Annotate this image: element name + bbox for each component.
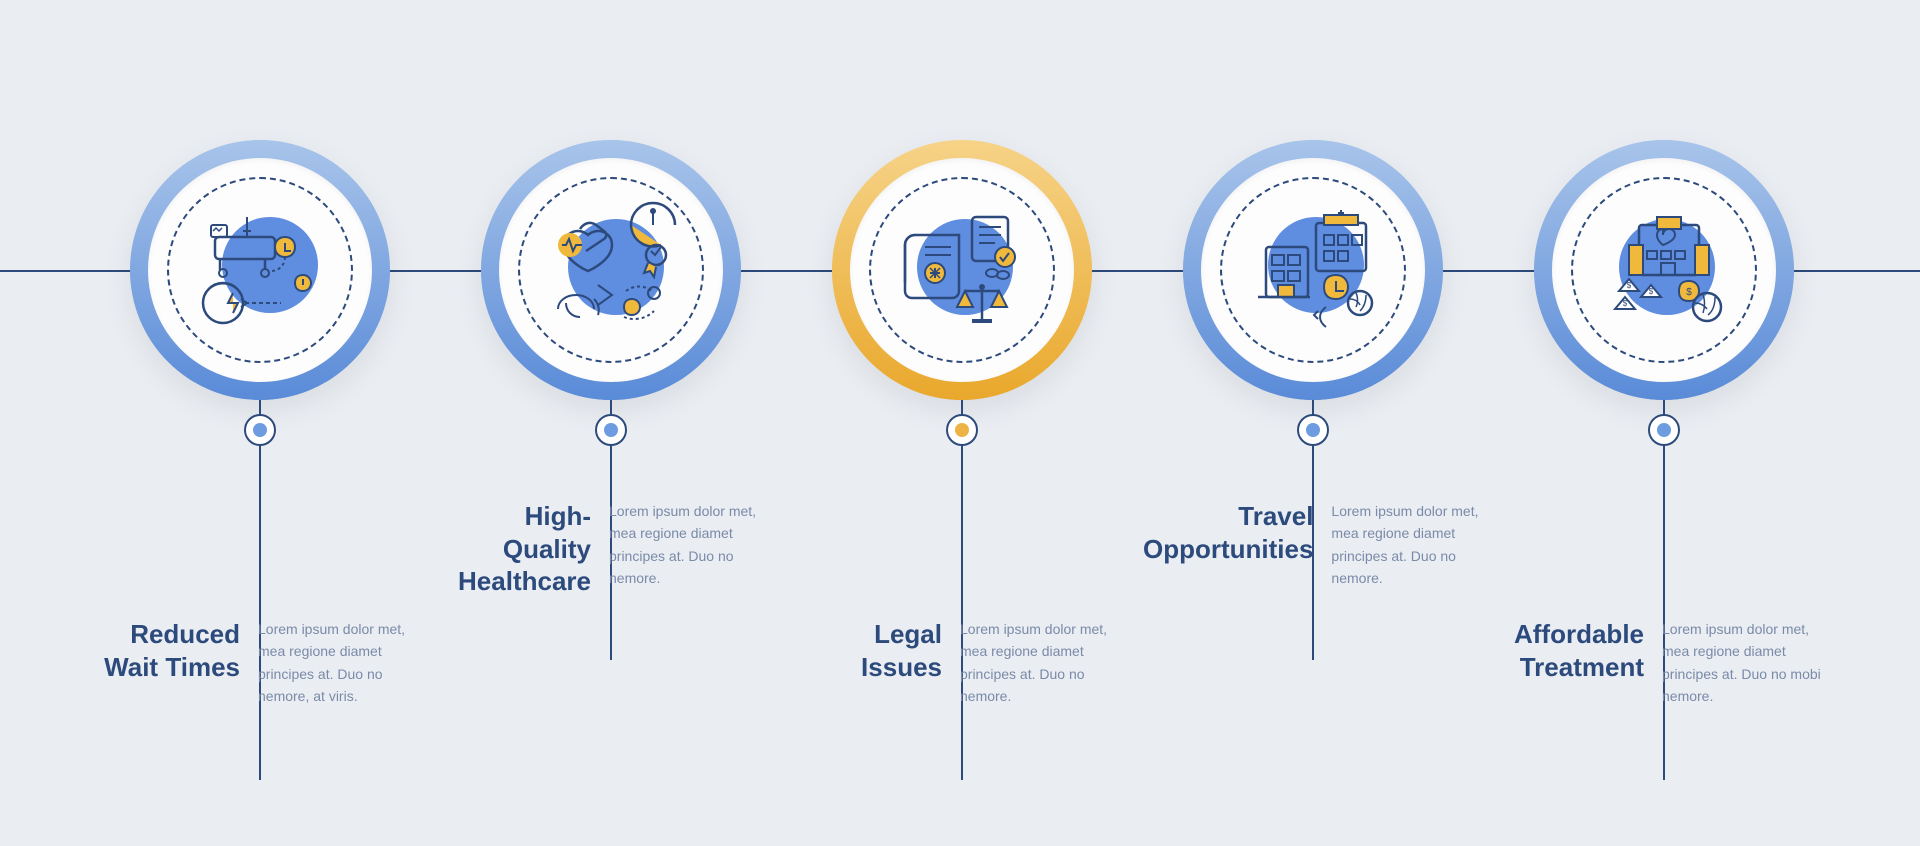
- svg-text:$: $: [1627, 281, 1632, 290]
- reduced-wait-times-icon: [185, 195, 335, 345]
- step-body: Lorem ipsum dolor met, mea regione diame…: [258, 618, 430, 708]
- step-circle: [832, 140, 1092, 400]
- step-title: High-Quality Healthcare: [441, 500, 591, 598]
- step-affordable-treatment: $ $ $ $: [1494, 140, 1834, 400]
- step-content: High-Quality Healthcare Lorem ipsum dolo…: [441, 500, 781, 598]
- legal-issues-icon: [887, 195, 1037, 345]
- step-content: Travel Opportunities Lorem ipsum dolor m…: [1143, 500, 1483, 590]
- step-body: Lorem ipsum dolor met, mea regione diame…: [1662, 618, 1834, 708]
- step-body: Lorem ipsum dolor met, mea regione diame…: [960, 618, 1132, 708]
- connector: [961, 400, 963, 780]
- step-title: Reduced Wait Times: [90, 618, 240, 683]
- step-reduced-wait-times: [90, 140, 430, 400]
- step-content: Legal Issues Lorem ipsum dolor met, mea …: [792, 618, 1132, 708]
- step-title: Affordable Treatment: [1494, 618, 1644, 683]
- step-circle: [130, 140, 390, 400]
- bullet: [1648, 414, 1680, 446]
- svg-text:$: $: [1686, 287, 1692, 298]
- step-legal-issues: [792, 140, 1132, 400]
- affordable-treatment-icon: $ $ $ $: [1589, 195, 1739, 345]
- connector: [259, 400, 261, 780]
- step-body: Lorem ipsum dolor met, mea regione diame…: [1331, 500, 1483, 590]
- bullet: [1297, 414, 1329, 446]
- svg-text:$: $: [1623, 299, 1628, 308]
- step-content: Affordable Treatment Lorem ipsum dolor m…: [1494, 618, 1834, 708]
- step-content: Reduced Wait Times Lorem ipsum dolor met…: [90, 618, 430, 708]
- bullet: [595, 414, 627, 446]
- step-circle: [481, 140, 741, 400]
- step-title: Travel Opportunities: [1143, 500, 1313, 565]
- svg-text:$: $: [1649, 287, 1654, 296]
- bullet: [244, 414, 276, 446]
- step-circle: [1183, 140, 1443, 400]
- step-body: Lorem ipsum dolor met, mea regione diame…: [609, 500, 781, 590]
- step-title: Legal Issues: [792, 618, 942, 683]
- step-high-quality-healthcare: [441, 140, 781, 400]
- step-circle: $ $ $ $: [1534, 140, 1794, 400]
- step-travel-opportunities: [1143, 140, 1483, 400]
- high-quality-healthcare-icon: [536, 195, 686, 345]
- connector: [1663, 400, 1665, 780]
- bullet: [946, 414, 978, 446]
- travel-opportunities-icon: [1238, 195, 1388, 345]
